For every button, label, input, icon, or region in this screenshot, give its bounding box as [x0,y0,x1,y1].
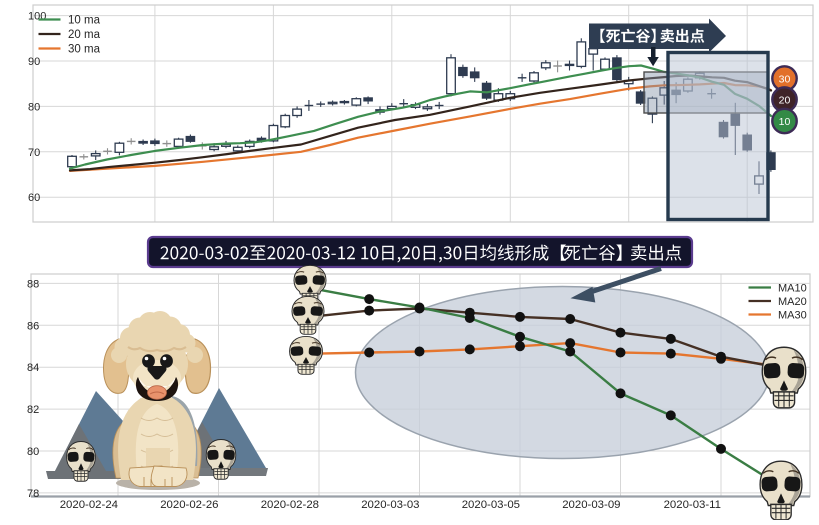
svg-text:MA30: MA30 [778,310,807,322]
svg-text:60: 60 [28,192,40,204]
svg-text:2020-02-28: 2020-02-28 [261,499,319,511]
svg-text:80: 80 [28,101,40,113]
svg-text:30 ma: 30 ma [68,44,101,56]
svg-text:MA20: MA20 [778,296,807,308]
svg-text:MA10: MA10 [778,283,807,295]
svg-text:2020-02-24: 2020-02-24 [60,499,118,511]
svg-text:2020-03-11: 2020-03-11 [664,499,721,511]
svg-text:90: 90 [28,56,40,68]
svg-text:82: 82 [27,404,39,416]
svg-text:20: 20 [779,94,791,106]
svg-text:78: 78 [27,488,39,500]
svg-text:2020-03-05: 2020-03-05 [462,499,520,511]
svg-text:10: 10 [779,116,791,128]
svg-text:30: 30 [779,73,791,85]
svg-text:84: 84 [27,362,39,374]
svg-text:10 ma: 10 ma [68,15,101,27]
svg-text:80: 80 [27,446,39,458]
svg-text:100: 100 [28,11,46,23]
svg-text:2020-03-03: 2020-03-03 [361,499,419,511]
svg-text:86: 86 [27,320,39,332]
svg-text:88: 88 [27,278,39,290]
svg-text:70: 70 [28,147,40,159]
svg-text:2020-02-26: 2020-02-26 [160,499,218,511]
svg-text:20 ma: 20 ma [68,29,101,41]
svg-text:2020-03-09: 2020-03-09 [562,499,620,511]
